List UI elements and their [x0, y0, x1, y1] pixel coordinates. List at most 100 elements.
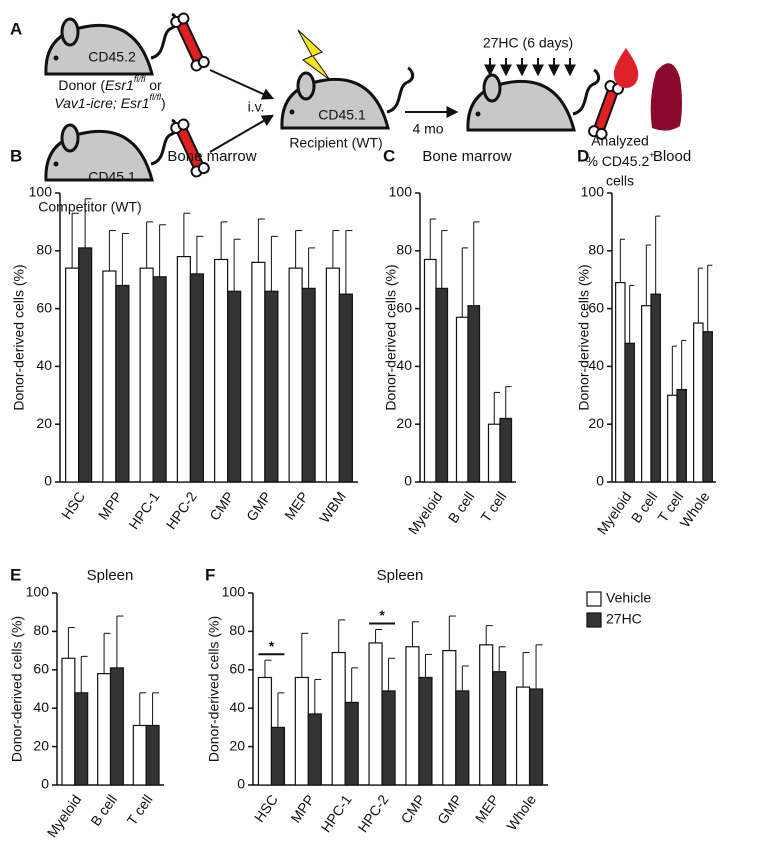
bar — [499, 417, 513, 483]
error-bar — [522, 652, 530, 688]
donor-label: Vav1-icre; Esr1fl/fl) — [54, 92, 165, 110]
legend-label: Vehicle — [606, 590, 651, 606]
readout-label: cells — [606, 173, 634, 189]
y-tick-label: 80 — [229, 622, 245, 638]
chart-title: Blood — [653, 148, 691, 165]
y-tick-label: 100 — [26, 584, 50, 600]
bar — [65, 267, 80, 483]
spleen-icon — [650, 63, 682, 131]
schematic: A CD45.2 Donor (Esr1fl/fl or Vav1-icre; … — [10, 10, 682, 215]
blood-icon — [613, 48, 639, 88]
error-bar — [146, 221, 154, 269]
y-tick-label: 100 — [389, 184, 413, 200]
bar — [423, 258, 437, 483]
bar — [344, 701, 359, 786]
error-bar — [84, 198, 92, 248]
y-tick-label: 40 — [396, 357, 412, 373]
error-bar — [103, 632, 111, 674]
significance-label: * — [269, 638, 275, 654]
panel-letter: C — [383, 146, 395, 165]
bar — [61, 657, 76, 786]
y-tick-label: 40 — [588, 357, 604, 373]
donor-mouse-label: CD45.2 — [88, 49, 136, 65]
bar — [676, 388, 687, 483]
x-tick-label: B cell — [87, 792, 120, 829]
error-bar — [108, 230, 116, 272]
error-bar — [535, 644, 543, 689]
y-tick-label: 60 — [33, 661, 49, 677]
bar — [667, 394, 678, 483]
y-tick-label: 60 — [588, 299, 604, 315]
y-tick-label: 20 — [33, 737, 49, 753]
bar — [270, 726, 286, 786]
error-bar — [619, 238, 625, 283]
x-tick-label: HSC — [58, 489, 88, 522]
x-tick-label: Myeloid — [594, 489, 635, 538]
y-tick-label: 0 — [596, 473, 604, 489]
error-bar — [80, 655, 88, 693]
error-bar — [655, 215, 661, 295]
y-tick-label: 100 — [29, 184, 53, 200]
bar — [331, 651, 346, 786]
bar — [693, 322, 704, 483]
x-tick-label: CMP — [397, 792, 428, 827]
bar — [325, 267, 340, 483]
error-bar — [338, 619, 346, 653]
error-bar — [314, 678, 322, 714]
x-tick-label: T cell — [477, 489, 509, 525]
error-bar — [645, 244, 651, 306]
competitor-label: Competitor (WT) — [38, 199, 141, 215]
bar — [189, 273, 204, 483]
y-tick-label: 20 — [396, 415, 412, 431]
panel-letter: F — [205, 565, 215, 584]
error-bar — [257, 218, 265, 263]
x-tick-label: Myeloid — [44, 792, 85, 841]
bar — [78, 247, 93, 483]
bar — [227, 290, 242, 483]
bar — [294, 676, 309, 786]
x-tick-label: HPC-1 — [125, 488, 162, 532]
x-tick-label: HPC-2 — [163, 488, 200, 532]
error-bar — [681, 339, 687, 390]
bar — [455, 316, 469, 483]
arrow — [209, 69, 275, 100]
error-bar — [196, 235, 204, 274]
x-tick-label: HPC-1 — [317, 791, 354, 835]
bar-chart: D Blood Donor-derived cells (%) 0 20 40 60 80 10… — [576, 146, 716, 537]
bar — [307, 713, 322, 786]
treated-mouse-icon — [466, 68, 601, 132]
bar — [467, 305, 481, 483]
legend-swatch — [586, 612, 602, 628]
panel-letter: B — [10, 146, 22, 165]
y-axis-label: Donor-derived cells (%) — [383, 264, 399, 410]
y-tick-label: 80 — [396, 242, 412, 258]
significance-label: * — [379, 607, 385, 623]
bar — [264, 290, 279, 483]
bar — [702, 331, 713, 483]
bar — [97, 673, 112, 786]
bar — [257, 676, 273, 786]
x-tick-label: CMP — [206, 489, 237, 524]
y-tick-label: 80 — [33, 622, 49, 638]
error-bar — [424, 653, 432, 678]
bar-chart: F Spleen Donor-derived cells (%) 0 20 40 60 80 1… — [205, 565, 651, 835]
x-tick-label: MEP — [281, 489, 312, 523]
y-tick-label: 20 — [229, 737, 245, 753]
y-tick-label: 100 — [222, 584, 246, 600]
error-bar — [277, 692, 285, 728]
error-bar — [345, 230, 353, 295]
error-bar — [707, 264, 713, 332]
bone-icon — [586, 78, 626, 142]
error-bar — [116, 615, 124, 668]
y-tick-label: 60 — [229, 661, 245, 677]
y-axis-label: Donor-derived cells (%) — [206, 616, 222, 762]
error-bar — [505, 386, 512, 419]
panel-letter: A — [10, 19, 22, 38]
bone-icon — [168, 10, 212, 74]
error-bar — [388, 657, 396, 691]
y-tick-label: 40 — [36, 357, 52, 373]
x-tick-label: MPP — [95, 489, 126, 523]
x-tick-label: WBM — [316, 489, 349, 526]
bar — [487, 423, 501, 483]
